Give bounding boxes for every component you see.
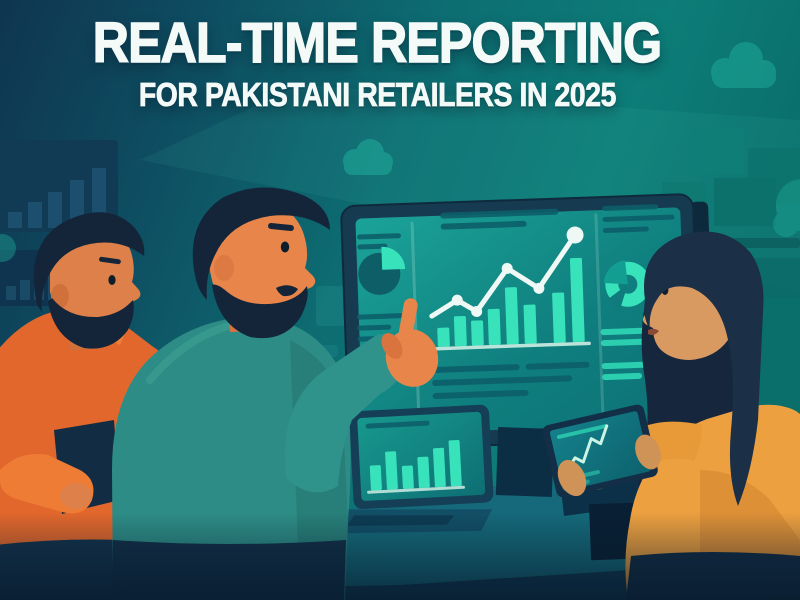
screen-divider [594,213,605,414]
person-center-arm [284,333,407,493]
cloud-icon [0,179,800,262]
pie-chart [358,246,406,295]
person-left-hair [33,212,145,312]
person-left-hand [60,483,92,509]
person-left-eye [108,275,116,285]
person-center-beard [212,284,308,339]
text-placeholder-line [556,424,608,439]
pointing-finger [396,298,418,354]
bar-line-chart [437,257,585,347]
person-left-face [50,227,141,327]
person-center-hair [192,187,330,300]
person-left-beard [48,298,134,349]
laptop-bar-chart [369,439,462,491]
person-center-thumb [381,333,403,359]
person-left-eyebrow [99,256,121,265]
person-center-eyebrow [268,222,294,232]
cloud-icon [711,42,776,88]
tablet-line-chart [564,424,609,474]
chart-baseline [367,485,465,494]
trend-line [429,226,584,319]
person-center-mustache [276,285,298,297]
person-right-hand [557,459,587,497]
cloud-icon [343,139,393,175]
pc-tower [495,427,555,497]
person-right-lips [648,328,659,335]
person-right-hair-front [644,231,764,506]
person-center-eye [280,241,290,253]
bottom-shadow [0,512,800,600]
person-center-ear [214,255,234,281]
donut-chart [603,260,651,308]
text-placeholder-line [365,420,430,429]
chart-baseline [430,341,591,351]
person-right-hand [635,434,661,470]
